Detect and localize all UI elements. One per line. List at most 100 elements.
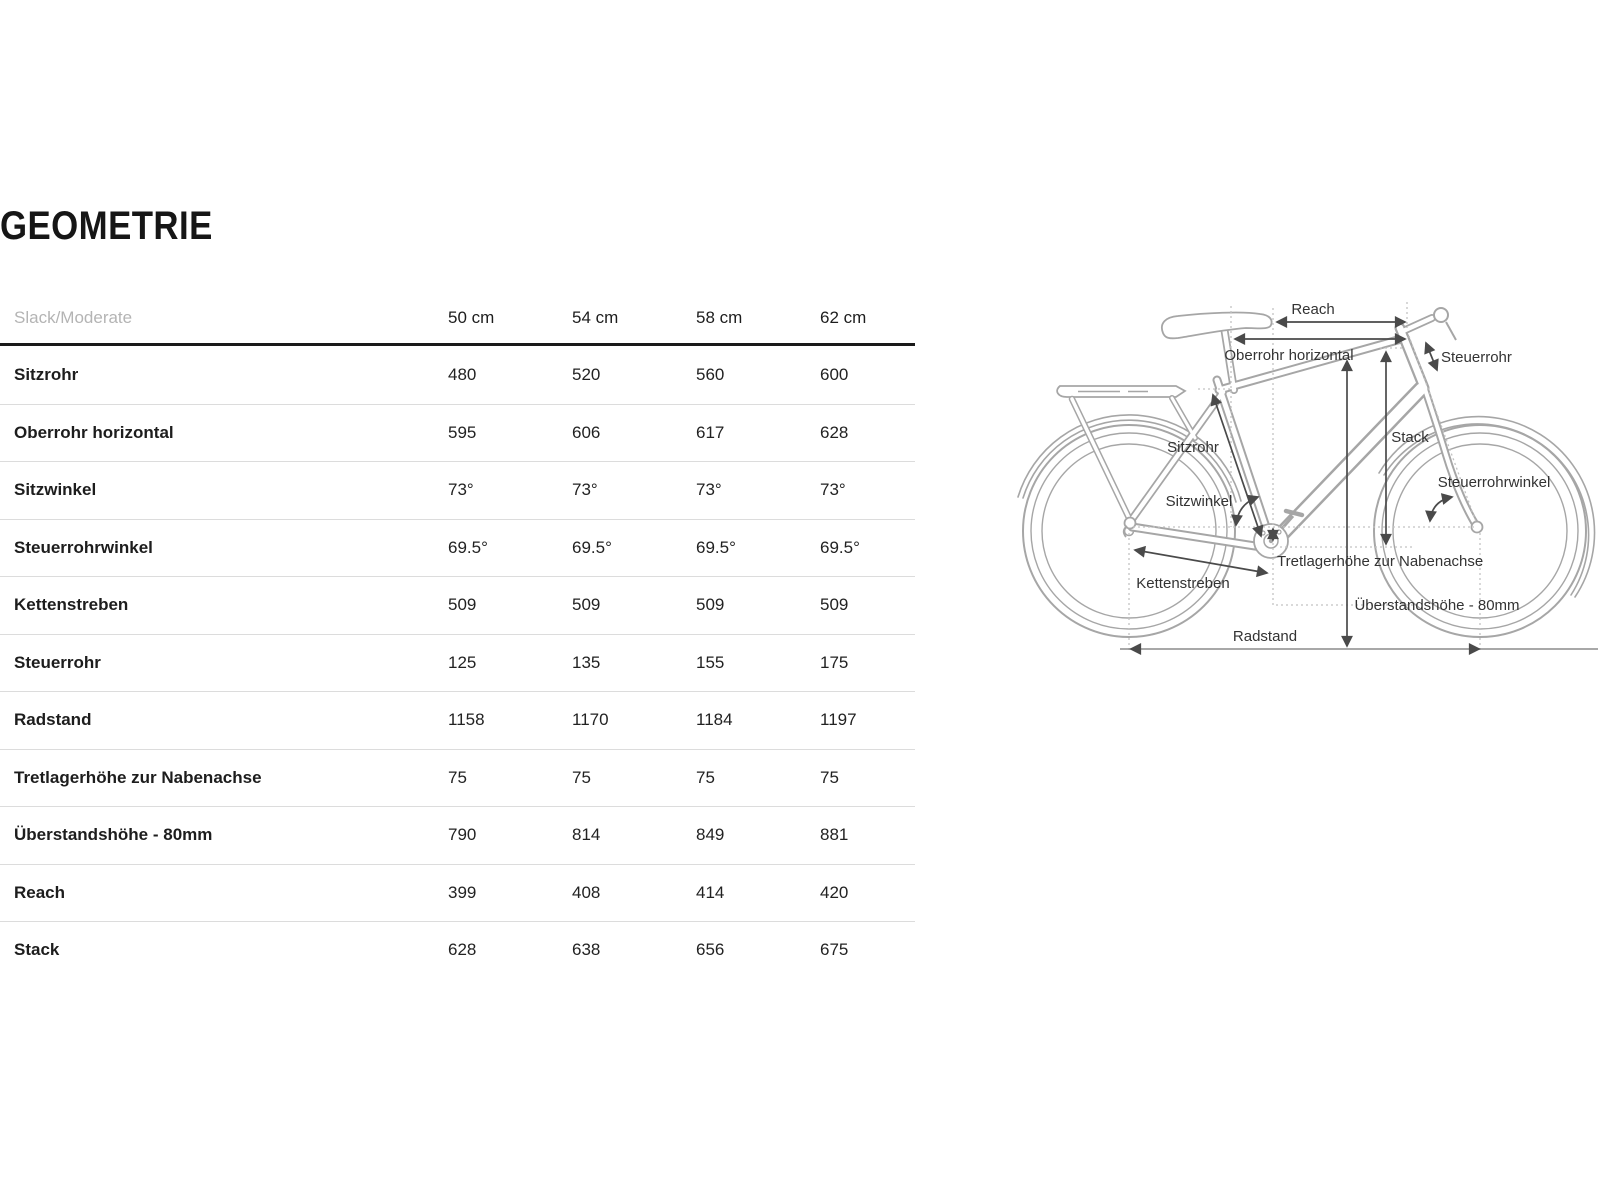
cell-value: 135 [572, 652, 601, 672]
cell-value: 73° [448, 480, 474, 500]
row-label: Stack [14, 940, 60, 960]
cell-value: 155 [696, 652, 725, 672]
cell-value: 69.5° [448, 537, 488, 557]
diagram-label-sitzwinkel: Sitzwinkel [1166, 493, 1233, 510]
cell-value: 1170 [572, 710, 609, 730]
cell-value: 408 [572, 882, 601, 902]
cell-value: 606 [572, 422, 601, 442]
column-header-62: 62 cm [820, 307, 867, 327]
cell-value: 75 [448, 767, 467, 787]
row-label: Kettenstreben [14, 595, 129, 615]
diagram-label-kettenstreben: Kettenstreben [1136, 575, 1229, 592]
table-row-kettenstreben: Kettenstreben 509 509 509 509 [0, 576, 915, 634]
cell-value: 75 [820, 767, 839, 787]
cell-value: 509 [696, 595, 725, 615]
cell-value: 69.5° [820, 537, 860, 557]
table-row-steuerrohrwinkel: Steuerrohrwinkel 69.5° 69.5° 69.5° 69.5° [0, 518, 915, 577]
steuerrohrwinkel-arc [1425, 493, 1454, 523]
cell-value: 73° [820, 480, 846, 500]
diagram-labels: Reach Oberrohr horizontal Steuerrohr Sit… [1136, 301, 1550, 645]
cell-value: 73° [696, 480, 722, 500]
cell-value: 600 [820, 364, 849, 384]
cell-value: 628 [820, 422, 849, 442]
table-row-reach: Reach 399 408 414 420 [0, 863, 915, 922]
diagram-label-ueberstandshoehe: Überstandshöhe - 80mm [1354, 596, 1519, 614]
kettenstreben-arrow [1133, 545, 1269, 578]
rear-wheel [1022, 424, 1236, 638]
row-label: Oberrohr horizontal [14, 422, 174, 442]
cell-value: 617 [696, 422, 725, 442]
cell-value: 595 [448, 422, 477, 442]
row-label: Radstand [14, 710, 92, 730]
cell-value: 125 [448, 652, 477, 672]
cell-value: 399 [448, 882, 477, 902]
cell-value: 69.5° [696, 537, 736, 557]
cell-value: 509 [820, 595, 849, 615]
column-header-54: 54 cm [572, 307, 619, 327]
dimension-arrows [1129, 316, 1481, 655]
cell-value: 1158 [448, 710, 485, 730]
sitzrohr-arrow [1210, 393, 1264, 538]
cell-value: 509 [448, 595, 477, 615]
table-row-stack: Stack 628 638 656 675 [0, 921, 915, 979]
diagram-label-sitzrohr: Sitzrohr [1167, 439, 1219, 456]
sitzwinkel-arc [1231, 494, 1260, 527]
table-row-sitzrohr: Sitzrohr 480 520 560 600 [0, 346, 915, 404]
cell-value: 420 [820, 882, 849, 902]
front-fender [1378, 415, 1596, 598]
row-label: Steuerrohrwinkel [14, 537, 153, 557]
diagram-label-reach: Reach [1291, 301, 1334, 318]
cell-value: 480 [448, 364, 477, 384]
table-row-radstand: Radstand 1158 1170 1184 1197 [0, 691, 915, 749]
row-label: Steuerrohr [14, 652, 101, 672]
diagram-label-radstand: Radstand [1233, 628, 1297, 645]
table-row-steuerrohr: Steuerrohr 125 135 155 175 [0, 633, 915, 692]
cell-value: 656 [696, 940, 725, 960]
cell-value: 73° [572, 480, 598, 500]
diagram-label-steuerrohr: Steuerrohr [1441, 349, 1512, 366]
geometry-table: Slack/Moderate 50 cm 54 cm 58 cm 62 cm S… [0, 292, 915, 979]
cell-value: 814 [572, 825, 601, 845]
cell-value: 520 [572, 364, 601, 384]
cell-value: 1197 [820, 710, 857, 730]
cell-value: 175 [820, 652, 849, 672]
table-row-sitzwinkel: Sitzwinkel 73° 73° 73° 73° [0, 461, 915, 519]
row-label: Überstandshöhe - 80mm [14, 825, 213, 845]
bike-geometry-diagram: Reach Oberrohr horizontal Steuerrohr Sit… [980, 270, 1600, 690]
diagram-label-oberrohr: Oberrohr horizontal [1224, 347, 1353, 364]
steuerrohr-arrow [1424, 341, 1439, 372]
table-body: Sitzrohr 480 520 560 600 Oberrohr horizo… [0, 346, 915, 979]
row-label: Reach [14, 882, 66, 902]
cell-value: 75 [696, 767, 715, 787]
cell-value: 790 [448, 825, 477, 845]
cell-value: 75 [572, 767, 591, 787]
column-header-50: 50 cm [448, 307, 495, 327]
variant-label: Slack/Moderate [14, 307, 133, 327]
diagram-label-steuerrohrwinkel: Steuerrohrwinkel [1438, 474, 1551, 491]
diagram-label-stack: Stack [1391, 429, 1429, 446]
cell-value: 638 [572, 940, 601, 960]
table-row-ueberstandshoehe: Überstandshöhe - 80mm 790 814 849 881 [0, 806, 915, 864]
row-label: Sitzwinkel [14, 480, 97, 500]
front-dropout [1470, 520, 1484, 534]
diagram-label-tretlagerhoehe: Tretlagerhöhe zur Nabenachse [1277, 553, 1483, 570]
page-title: GEOMETRIE [0, 204, 213, 248]
bike-diagram-svg: Reach Oberrohr horizontal Steuerrohr Sit… [1017, 301, 1598, 655]
cell-value: 881 [820, 825, 849, 845]
table-header-row: Slack/Moderate 50 cm 54 cm 58 cm 62 cm [0, 292, 915, 346]
row-label: Tretlagerhöhe zur Nabenachse [14, 767, 262, 787]
column-header-58: 58 cm [696, 307, 743, 327]
rear-rack [1056, 385, 1187, 398]
cell-value: 509 [572, 595, 601, 615]
table-row-tretlagerhoehe: Tretlagerhöhe zur Nabenachse 75 75 75 75 [0, 748, 915, 807]
cell-value: 628 [448, 940, 477, 960]
row-label: Sitzrohr [14, 364, 79, 384]
rear-dropout [1122, 516, 1137, 538]
cell-value: 560 [696, 364, 725, 384]
handlebar [1433, 307, 1457, 341]
cell-value: 675 [820, 940, 849, 960]
cell-value: 69.5° [572, 537, 612, 557]
cell-value: 414 [696, 882, 725, 902]
cell-value: 1184 [696, 710, 733, 730]
